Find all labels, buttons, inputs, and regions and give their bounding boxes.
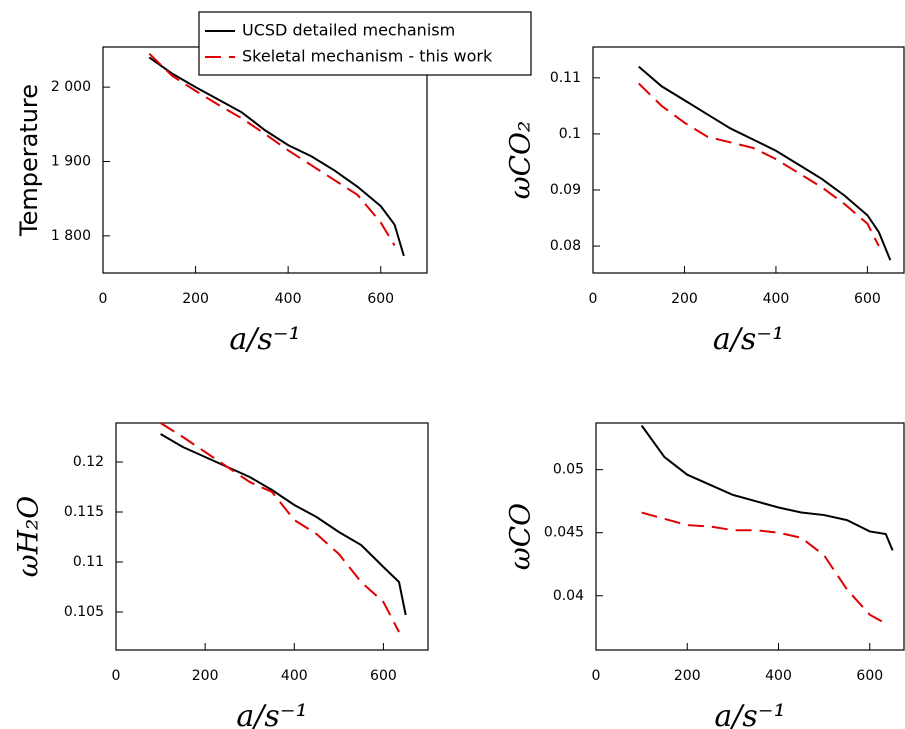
x-tick-label: 600 bbox=[856, 668, 883, 684]
x-tick-label: 200 bbox=[192, 668, 219, 684]
plot-frame bbox=[595, 422, 905, 651]
y-axis-label: Temperature bbox=[15, 84, 43, 237]
y-tick-label: 1 800 bbox=[51, 228, 91, 244]
y-tick-label: 0.1 bbox=[559, 126, 581, 142]
legend-label: UCSD detailed mechanism bbox=[242, 21, 455, 40]
y-tick-label: 0.11 bbox=[550, 70, 581, 86]
y-tick-label: 0.09 bbox=[550, 182, 581, 198]
series-line bbox=[638, 65, 892, 261]
y-tick-label: 0.105 bbox=[64, 604, 104, 620]
legend: UCSD detailed mechanism Skeletal mechanis… bbox=[198, 11, 532, 76]
series-line bbox=[638, 82, 880, 247]
series-line bbox=[640, 424, 894, 551]
legend-label: Skeletal mechanism - this work bbox=[242, 47, 493, 66]
plot-frame bbox=[115, 422, 429, 651]
y-tick-label: 1 900 bbox=[51, 153, 91, 169]
y-tick-label: 0.12 bbox=[73, 454, 104, 470]
y-tick-label: 2 000 bbox=[51, 79, 91, 95]
y-tick-label: 0.08 bbox=[550, 238, 581, 254]
x-tick-label: 400 bbox=[763, 291, 790, 307]
y-tick-label: 0.11 bbox=[73, 554, 104, 570]
x-tick-label: 400 bbox=[281, 668, 308, 684]
x-tick-label: 0 bbox=[112, 668, 121, 684]
y-tick-label: 0.045 bbox=[544, 525, 584, 541]
series-line bbox=[641, 511, 887, 625]
y-tick-label: 0.05 bbox=[553, 462, 584, 478]
x-tick-label: 600 bbox=[370, 668, 397, 684]
y-axis-label: ωCO₂ bbox=[504, 121, 537, 199]
series-line bbox=[160, 433, 407, 616]
x-axis-label: a/s⁻¹ bbox=[236, 699, 307, 729]
x-tick-label: 200 bbox=[182, 291, 209, 307]
x-axis-label: a/s⁻¹ bbox=[229, 322, 300, 357]
legend-box bbox=[198, 11, 532, 76]
y-axis-label: ωH₂O bbox=[12, 496, 45, 577]
y-axis-label: ωCO bbox=[504, 503, 537, 570]
x-tick-label: 400 bbox=[275, 291, 302, 307]
x-tick-label: 600 bbox=[854, 291, 881, 307]
x-tick-label: 200 bbox=[674, 668, 701, 684]
x-axis-label: a/s⁻¹ bbox=[714, 699, 785, 729]
x-tick-label: 0 bbox=[592, 668, 601, 684]
x-tick-label: 400 bbox=[765, 668, 792, 684]
plot-frame bbox=[592, 46, 905, 274]
y-tick-label: 0.04 bbox=[553, 588, 584, 604]
x-axis-label: a/s⁻¹ bbox=[713, 322, 784, 357]
x-tick-label: 600 bbox=[367, 291, 394, 307]
series-line bbox=[160, 422, 400, 633]
y-tick-label: 0.115 bbox=[64, 504, 104, 520]
series-line bbox=[148, 52, 396, 247]
x-tick-label: 200 bbox=[671, 291, 698, 307]
x-tick-label: 0 bbox=[589, 291, 598, 307]
series-line bbox=[148, 56, 405, 257]
plot-frame bbox=[102, 46, 428, 274]
x-tick-label: 0 bbox=[99, 291, 108, 307]
